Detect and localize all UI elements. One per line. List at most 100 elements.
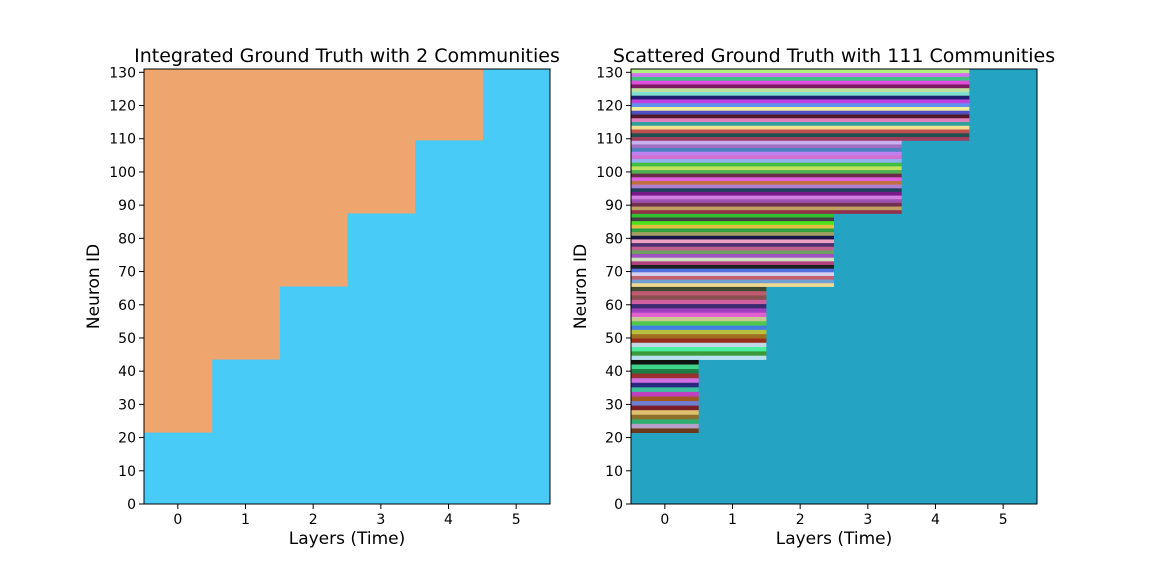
y-tick-label: 110 bbox=[109, 132, 136, 148]
community-stripe-2-6 bbox=[631, 260, 834, 265]
community-stripe-1-9 bbox=[631, 316, 767, 322]
community-stripe-2-8 bbox=[631, 253, 834, 258]
x-tick-label: 1 bbox=[728, 512, 737, 528]
y-tick-label: 20 bbox=[605, 431, 623, 447]
community-stripe-2-7 bbox=[631, 257, 834, 262]
community-stripe-1-11 bbox=[631, 307, 767, 313]
y-tick-label: 80 bbox=[605, 231, 623, 247]
community-stripe-4-7 bbox=[631, 110, 970, 115]
community-stripe-3-15 bbox=[631, 155, 902, 160]
x-axis-label: Layers (Time) bbox=[289, 529, 406, 549]
community-stripe-1-5 bbox=[631, 333, 767, 339]
y-tick-label: 50 bbox=[118, 331, 136, 347]
y-tick-label: 60 bbox=[118, 298, 136, 314]
y-tick-label: 40 bbox=[118, 364, 136, 380]
community-stripe-4-6 bbox=[631, 114, 970, 119]
y-tick-label: 110 bbox=[596, 132, 623, 148]
community-stripe-0-11 bbox=[631, 377, 699, 383]
integrated-ground-truth-panel: 0 1 2 3 4 50102030405060708090100110120130Int… bbox=[84, 45, 560, 549]
community-stripe-2-18 bbox=[631, 217, 834, 222]
y-tick-label: 100 bbox=[109, 165, 136, 181]
y-tick-label: 90 bbox=[118, 198, 136, 214]
x-tick-label: 0 bbox=[660, 512, 669, 528]
community-stripe-3-4 bbox=[631, 195, 902, 200]
community-stripe-4-2 bbox=[631, 129, 970, 134]
community-region-layer-4 bbox=[414, 69, 483, 141]
community-stripe-0-10 bbox=[631, 382, 699, 388]
community-stripe-3-13 bbox=[631, 162, 902, 167]
y-tick-label: 0 bbox=[614, 497, 623, 513]
scattered-ground-truth-panel: 0 1 2 3 4 50102030405060708090100110120130Sca… bbox=[571, 45, 1055, 549]
community-stripe-4-13 bbox=[631, 87, 970, 92]
community-stripe-3-0 bbox=[631, 209, 902, 214]
community-stripe-4-11 bbox=[631, 95, 970, 100]
plot-frame bbox=[630, 68, 1038, 505]
community-stripe-1-15 bbox=[631, 290, 767, 296]
community-stripe-3-3 bbox=[631, 198, 902, 203]
x-tick-label: 5 bbox=[999, 512, 1008, 528]
community-stripe-4-14 bbox=[631, 84, 970, 89]
y-tick-label: 100 bbox=[596, 165, 623, 181]
community-stripe-2-2 bbox=[631, 275, 834, 280]
x-axis-label: Layers (Time) bbox=[776, 529, 893, 549]
y-tick-label: 130 bbox=[596, 65, 623, 81]
community-stripe-2-19 bbox=[631, 213, 834, 218]
chart-title: Scattered Ground Truth with 111 Communit… bbox=[613, 45, 1055, 67]
community-stripe-1-3 bbox=[631, 342, 767, 348]
community-stripe-3-14 bbox=[631, 158, 902, 163]
community-stripe-3-5 bbox=[631, 191, 902, 196]
community-stripe-3-10 bbox=[631, 173, 902, 178]
x-tick-label: 1 bbox=[241, 512, 250, 528]
community-stripe-1-4 bbox=[631, 338, 767, 343]
community-stripe-4-9 bbox=[631, 102, 970, 107]
community-stripe-2-1 bbox=[631, 279, 834, 284]
y-tick-label: 70 bbox=[118, 265, 136, 281]
community-stripe-3-18 bbox=[631, 144, 902, 149]
community-stripe-2-14 bbox=[631, 231, 834, 236]
community-stripe-1-12 bbox=[631, 303, 767, 309]
y-tick-label: 50 bbox=[605, 331, 623, 347]
community-stripe-3-11 bbox=[631, 169, 902, 174]
community-stripe-3-8 bbox=[631, 180, 902, 185]
community-stripe-2-16 bbox=[631, 224, 834, 229]
community-stripe-1-0 bbox=[631, 355, 767, 360]
y-tick-label: 120 bbox=[109, 99, 136, 115]
y-tick-label: 60 bbox=[605, 298, 623, 314]
y-axis-label: Neuron ID bbox=[84, 244, 104, 329]
community-stripe-4-0 bbox=[631, 136, 970, 141]
community-stripe-1-14 bbox=[631, 295, 767, 300]
community-stripe-0-15 bbox=[631, 359, 699, 365]
community-stripe-2-17 bbox=[631, 220, 834, 225]
community-stripe-1-13 bbox=[631, 299, 767, 305]
community-stripe-1-10 bbox=[631, 312, 767, 317]
x-tick-label: 0 bbox=[173, 512, 182, 528]
community-region-layer-2 bbox=[279, 69, 348, 287]
community-stripe-1-2 bbox=[631, 346, 767, 352]
community-stripe-2-0 bbox=[631, 282, 834, 287]
x-tick-label: 2 bbox=[796, 512, 805, 528]
y-tick-label: 10 bbox=[605, 464, 623, 480]
community-stripe-3-6 bbox=[631, 187, 902, 192]
community-stripe-2-4 bbox=[631, 268, 834, 273]
community-stripe-2-13 bbox=[631, 235, 834, 240]
community-stripe-3-7 bbox=[631, 184, 902, 189]
community-stripe-0-9 bbox=[631, 386, 699, 392]
community-region-layer-3 bbox=[347, 69, 416, 214]
community-stripe-4-10 bbox=[631, 99, 970, 104]
plot-frame bbox=[143, 68, 551, 505]
y-tick-label: 0 bbox=[127, 497, 136, 513]
community-stripe-3-19 bbox=[631, 140, 902, 145]
community-stripe-2-3 bbox=[631, 271, 834, 276]
community-stripe-4-3 bbox=[631, 125, 970, 130]
community-stripe-2-12 bbox=[631, 239, 834, 244]
community-stripe-4-1 bbox=[631, 132, 970, 138]
community-stripe-3-1 bbox=[631, 206, 902, 211]
community-stripe-0-12 bbox=[631, 373, 699, 379]
community-stripe-4-5 bbox=[631, 117, 970, 123]
community-stripe-0-7 bbox=[631, 396, 699, 402]
x-tick-label: 4 bbox=[931, 512, 940, 528]
community-stripe-4-15 bbox=[631, 80, 970, 85]
y-tick-label: 130 bbox=[109, 65, 136, 81]
x-tick-label: 3 bbox=[863, 512, 872, 528]
